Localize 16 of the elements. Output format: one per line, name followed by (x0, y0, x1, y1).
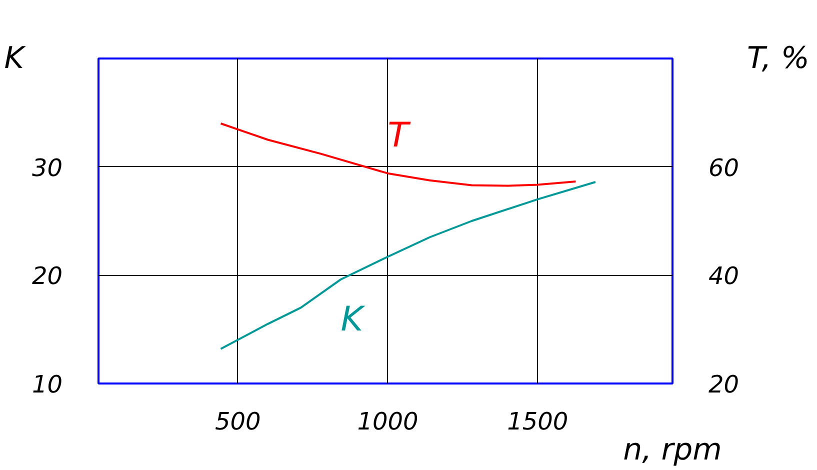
y-tick-label: 20 (32, 262, 63, 290)
y-tick-label: 10 (32, 370, 63, 398)
y2-tick-label: 40 (708, 262, 740, 290)
y-axis-title: K (4, 41, 26, 76)
y2-tick-label: 60 (708, 154, 740, 182)
line-series (220, 181, 596, 350)
series-label: T (388, 115, 411, 156)
y2-tick-label: 20 (708, 370, 740, 398)
x-tick-label: 1500 (507, 408, 568, 436)
x-tick-label: 1000 (357, 408, 418, 436)
line-series (220, 122, 577, 187)
y-tick-label: 30 (32, 154, 63, 182)
x-tick-label: 500 (214, 408, 261, 436)
x-axis-title: n, rpm (623, 432, 722, 468)
y2-axis-title: T, % (747, 41, 810, 76)
series-label: K (340, 300, 366, 340)
